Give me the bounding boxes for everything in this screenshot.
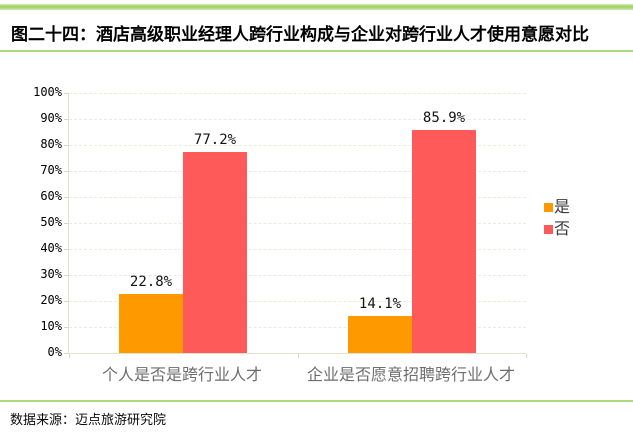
gridline-20: [69, 301, 526, 302]
y-axis-tick: [64, 301, 68, 302]
x-axis-tick: [69, 354, 70, 358]
bar-value-label: 77.2%: [193, 132, 237, 148]
legend-label: 否: [554, 219, 571, 238]
y-axis-tick: [64, 171, 68, 172]
gridline-40: [69, 249, 526, 250]
y-axis-label: 10%: [40, 319, 62, 333]
y-axis-label: 70%: [40, 163, 62, 177]
chart-title: 图二十四：酒店高级职业经理人跨行业构成与企业对跨行业人才使用意愿对比: [11, 25, 589, 45]
legend-swatch-icon: [544, 202, 553, 212]
gridline-90: [69, 119, 526, 120]
bar-是-1: [119, 294, 183, 353]
bar-否-1: [183, 152, 247, 353]
y-axis-label: 40%: [40, 241, 62, 255]
y-axis-tick: [64, 327, 68, 328]
gridline-80: [69, 145, 526, 146]
plot-area: 22.8% 77.2% 14.1% 85.9%: [64, 93, 527, 358]
y-axis-label: 50%: [40, 215, 62, 229]
chart-legend: 是否: [544, 196, 570, 240]
x-axis-tick: [526, 354, 527, 358]
y-axis-label: 100%: [33, 85, 62, 99]
y-axis-label: 60%: [40, 189, 62, 203]
gridline-100: [69, 93, 526, 94]
y-axis-tick: [64, 223, 68, 224]
gridline-70: [69, 171, 526, 172]
gridline-60: [69, 197, 526, 198]
bar-value-label: 22.8%: [129, 274, 173, 290]
bar-value-label: 85.9%: [422, 110, 466, 126]
bar-value-label: 14.1%: [358, 296, 402, 312]
category-label-1: 个人是否是跨行业人才: [101, 365, 263, 384]
footer-divider: [0, 400, 633, 402]
y-axis-label: 30%: [40, 267, 62, 281]
y-axis-tick: [64, 275, 68, 276]
gridline-10: [69, 327, 526, 328]
bar-是-2: [348, 316, 412, 353]
legend-swatch-icon: [544, 224, 553, 234]
y-axis-label: 90%: [40, 111, 62, 125]
x-axis-tick: [298, 354, 299, 358]
title-divider: [0, 50, 633, 52]
y-axis-tick: [64, 249, 68, 250]
category-label-2: 企业是否愿意招聘跨行业人才: [306, 365, 516, 384]
y-axis-label: 20%: [40, 293, 62, 307]
bar-否-2: [412, 130, 476, 353]
legend-label: 是: [554, 197, 571, 216]
y-axis-tick: [64, 93, 68, 94]
legend-item-否: 否: [544, 218, 570, 240]
y-axis-tick: [64, 145, 68, 146]
gridline-50: [69, 223, 526, 224]
y-axis-tick: [64, 197, 68, 198]
y-axis-label: 80%: [40, 137, 62, 151]
gridline-30: [69, 275, 526, 276]
y-axis-tick: [64, 119, 68, 120]
top-accent-bar: [0, 4, 633, 10]
legend-item-是: 是: [544, 196, 570, 218]
data-source-note: 数据来源：迈点旅游研究院: [10, 413, 167, 428]
y-axis-tick: [64, 353, 68, 354]
y-axis-label: 0%: [47, 345, 62, 359]
